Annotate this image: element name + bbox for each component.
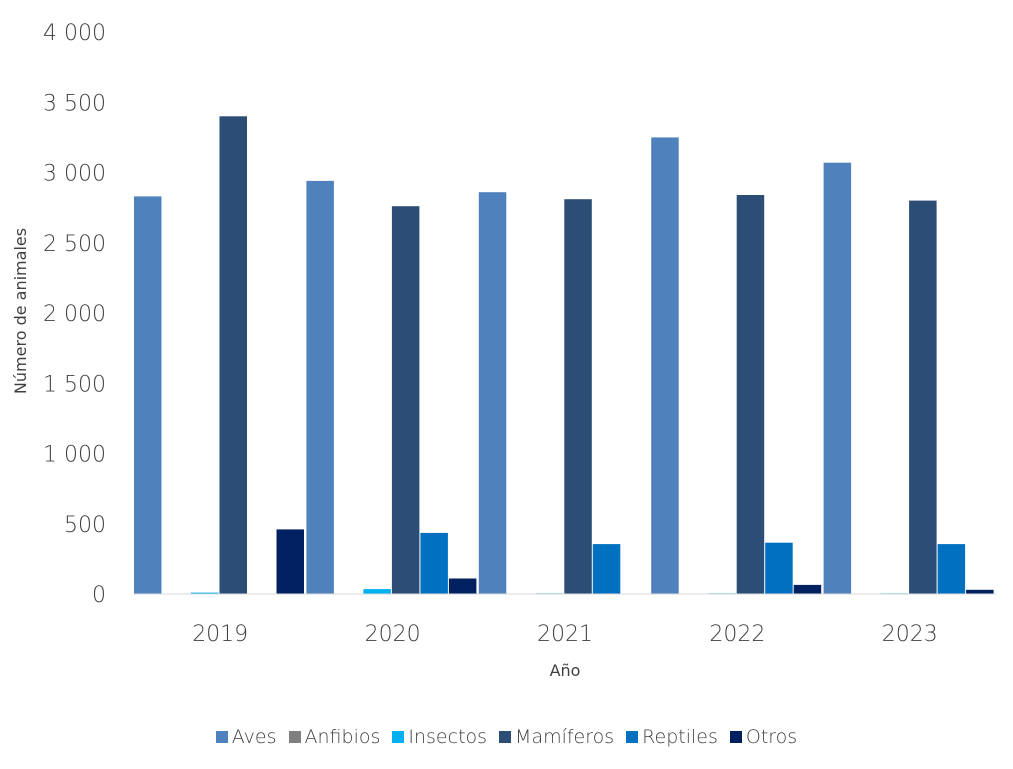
legend-item: Anfibios xyxy=(288,726,381,748)
bar-aves-2022 xyxy=(651,137,679,594)
legend-swatch xyxy=(392,731,405,743)
bar-mamíferos-2023 xyxy=(909,200,937,594)
bar-mamíferos-2022 xyxy=(736,195,765,594)
legend-item: Aves xyxy=(215,726,277,748)
bar-reptiles-2020 xyxy=(420,532,448,594)
bar-reptiles-2021 xyxy=(592,544,621,594)
x-tick-label: 2019 xyxy=(192,622,248,647)
bar-insectos-2019 xyxy=(191,592,219,594)
bar-otros-2023 xyxy=(966,589,994,594)
y-axis-title: Número de animales xyxy=(11,228,30,394)
legend-label: Aves xyxy=(231,726,277,748)
y-tick-label: 4 000 xyxy=(43,21,106,46)
legend-label: Mamíferos xyxy=(515,726,615,748)
y-tick-label: 500 xyxy=(64,513,106,538)
y-tick-label: 3 000 xyxy=(43,162,106,187)
legend-label: Reptiles xyxy=(642,726,718,748)
bar-aves-2020 xyxy=(306,180,334,594)
bar-otros-2020 xyxy=(448,578,477,594)
bar-aves-2023 xyxy=(823,162,852,594)
legend-swatch xyxy=(626,731,639,743)
legend-item: Reptiles xyxy=(626,726,718,748)
y-tick-label: 2 000 xyxy=(43,302,106,327)
legend-swatch xyxy=(729,731,742,743)
y-tick-label: 2 500 xyxy=(43,232,106,257)
bar-insectos-2020 xyxy=(363,589,391,594)
bar-mamíferos-2020 xyxy=(391,206,420,594)
y-tick-label: 1 500 xyxy=(43,372,106,397)
legend-item: Insectos xyxy=(392,726,487,748)
bar-aves-2021 xyxy=(478,192,507,594)
x-tick-label: 2021 xyxy=(537,622,593,647)
bar-mamíferos-2021 xyxy=(564,199,592,594)
x-tick-label: 2023 xyxy=(882,622,938,647)
legend-swatch xyxy=(288,731,301,743)
legend-swatch xyxy=(215,731,228,743)
y-tick-label: 3 500 xyxy=(43,91,106,116)
bar-otros-2022 xyxy=(793,584,822,594)
bar-reptiles-2022 xyxy=(765,542,793,594)
legend-label: Anfibios xyxy=(304,726,381,748)
legend-label: Otros xyxy=(745,726,798,748)
legend-swatch xyxy=(499,731,512,743)
legend-label: Insectos xyxy=(408,726,488,748)
y-tick-label: 1 000 xyxy=(43,443,106,468)
bar-aves-2019 xyxy=(134,196,162,594)
bar-reptiles-2023 xyxy=(937,544,966,594)
legend-item: Otros xyxy=(729,726,798,748)
bar-mamíferos-2019 xyxy=(219,116,247,595)
bar-otros-2019 xyxy=(276,529,304,594)
y-tick-label: 0 xyxy=(92,583,106,608)
x-tick-label: 2020 xyxy=(365,622,421,647)
legend-item: Mamíferos xyxy=(499,726,614,748)
x-axis-title: Año xyxy=(550,661,581,680)
x-tick-label: 2022 xyxy=(709,622,765,647)
chart-legend: Aves Anfibios Insectos Mamíferos Reptiles Otr… xyxy=(0,726,1013,748)
